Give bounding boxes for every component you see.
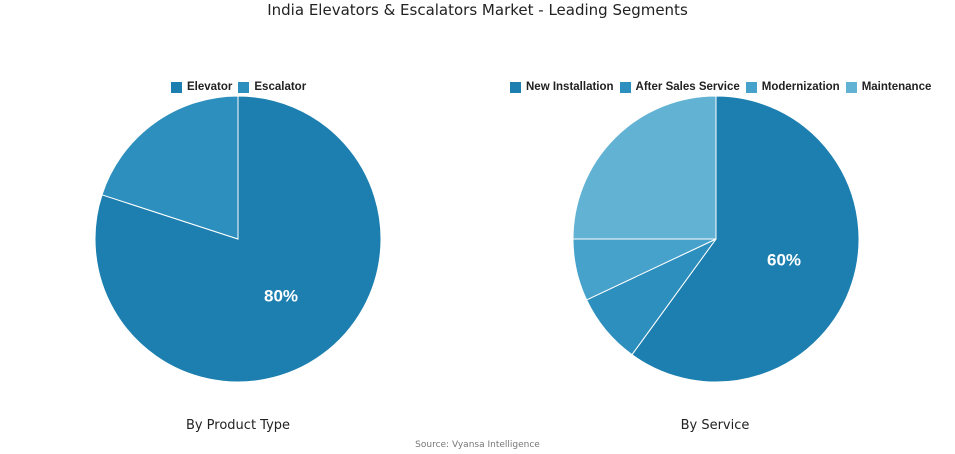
data-label-elevator: 80% [264, 286, 298, 305]
data-label-new-installation: 60% [767, 250, 801, 269]
pie-slice-escalator [101, 95, 239, 240]
legend-swatch [171, 81, 182, 93]
legend-swatch [845, 81, 857, 93]
legend-item-elevator: Elevator [171, 81, 232, 93]
pie-slice-new-installation [631, 95, 860, 383]
legend-item-after-sales-service: After Sales Service [619, 81, 740, 93]
pie-product-type: 80% [94, 95, 382, 383]
chart-title: India Elevators & Escalators Market - Le… [267, 1, 688, 19]
source-note: Source: Vyansa Intelligence [415, 440, 540, 450]
legend-service: New Installation After Sales Service Mod… [510, 80, 931, 94]
legend-swatch [619, 81, 631, 93]
legend-label: Maintenance [861, 81, 932, 93]
legend-label: Elevator [187, 81, 233, 93]
legend-label: Modernization [761, 81, 840, 93]
legend-swatch [745, 81, 757, 93]
legend-label: After Sales Service [635, 81, 740, 93]
subtitle-product-type: By Product Type [185, 418, 291, 433]
legend-swatch [238, 81, 250, 93]
legend-label: Escalator [254, 81, 307, 93]
subtitle-service: By Service [680, 418, 750, 433]
legend-item-maintenance: Maintenance [845, 81, 932, 93]
legend-product-type: Elevator Escalator [171, 80, 306, 94]
legend-item-escalator: Escalator [238, 81, 306, 93]
pie-service: 60% [572, 95, 860, 383]
legend-item-modernization: Modernization [745, 81, 840, 93]
legend-label: New Installation [526, 81, 614, 93]
legend-swatch [510, 81, 521, 93]
legend-item-new-installation: New Installation [510, 81, 614, 93]
pie-slice-maintenance [572, 95, 717, 240]
